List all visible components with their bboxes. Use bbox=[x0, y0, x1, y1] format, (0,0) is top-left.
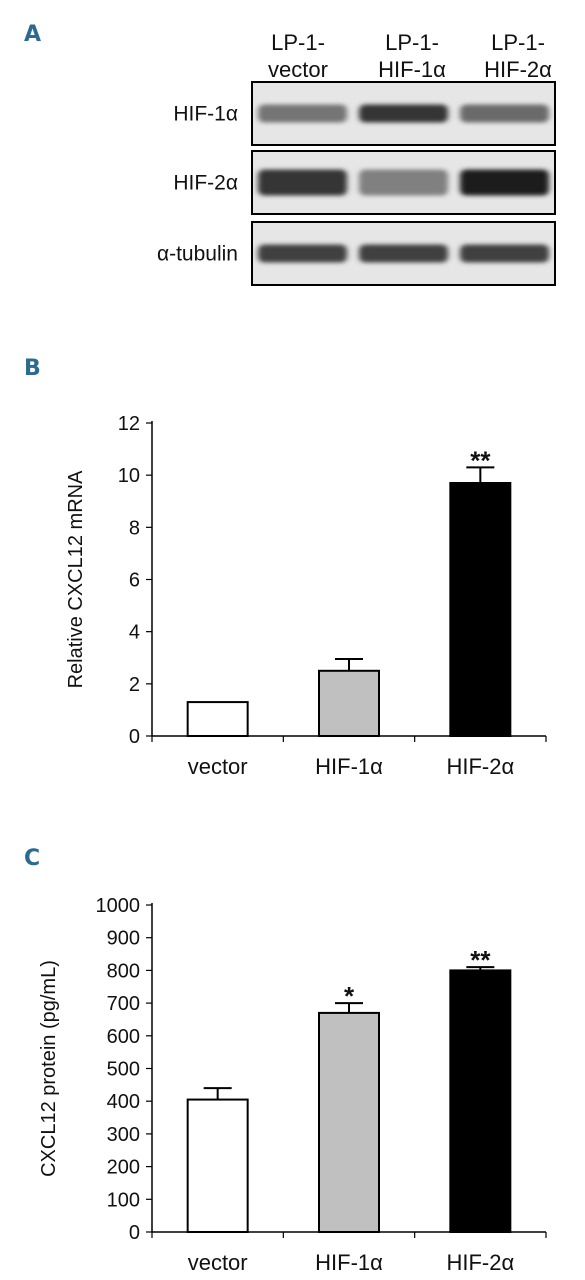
bar-vector bbox=[186, 1098, 249, 1233]
bar-hif-2- bbox=[449, 481, 512, 737]
blot-column-label-line1: LP-1- bbox=[271, 30, 325, 55]
bar-hif-1- bbox=[318, 1011, 380, 1233]
significance-marker: ** bbox=[470, 945, 491, 975]
bar-hif-1- bbox=[318, 669, 380, 737]
y-tick-label: 10 bbox=[118, 465, 140, 487]
x-category-label: HIF-2α bbox=[446, 754, 514, 779]
blot-row-label: HIF-2α bbox=[173, 172, 238, 195]
blot-band bbox=[359, 169, 448, 196]
x-category-label: HIF-1α bbox=[315, 1250, 383, 1275]
y-tick-label: 0 bbox=[129, 1222, 140, 1244]
chart-c-cxcl12-protein: 0 100 200 300 400 500 600 700 800 900 1000 vector * H… bbox=[38, 895, 547, 1275]
blot-column-label-line1: LP-1- bbox=[491, 30, 545, 55]
bar-hif-2- bbox=[449, 969, 512, 1234]
blot-row: HIF-2α bbox=[173, 150, 556, 215]
blot-band bbox=[359, 104, 448, 123]
blot-row-label: α-tubulin bbox=[157, 243, 238, 266]
blot-row-label: HIF-1α bbox=[173, 103, 238, 126]
y-axis-title: Relative CXCL12 mRNA bbox=[65, 470, 87, 689]
blot-row: α-tubulin bbox=[157, 221, 556, 286]
blot-band bbox=[258, 169, 347, 196]
y-tick-label: 8 bbox=[129, 517, 140, 539]
y-tick-label: 900 bbox=[107, 928, 140, 950]
chart-b-relative-cxcl12-mrna: 0 2 4 6 8 10 12 vector HIF-1α ** HIF-2α Relative CX… bbox=[65, 413, 547, 779]
significance-marker: ** bbox=[470, 445, 491, 475]
blot-column-label-line2: vector bbox=[268, 57, 328, 82]
blot-band bbox=[359, 244, 448, 263]
bar-vector bbox=[186, 701, 249, 738]
y-tick-label: 500 bbox=[107, 1059, 140, 1081]
x-category-label: vector bbox=[188, 754, 248, 779]
blot-band bbox=[460, 169, 549, 196]
x-category-label: vector bbox=[188, 1250, 248, 1275]
panel-label-b: B bbox=[24, 356, 41, 381]
y-tick-label: 2 bbox=[129, 674, 140, 696]
y-tick-label: 600 bbox=[107, 1026, 140, 1048]
y-tick-label: 200 bbox=[107, 1157, 140, 1179]
y-tick-label: 4 bbox=[129, 622, 140, 644]
y-tick-label: 100 bbox=[107, 1189, 140, 1211]
panel-label-a: A bbox=[24, 22, 42, 47]
y-tick-label: 800 bbox=[107, 960, 140, 982]
blot-column-label-line2: HIF-2α bbox=[484, 57, 552, 82]
y-tick-label: 0 bbox=[129, 726, 140, 748]
blot-band bbox=[258, 104, 347, 123]
x-category-label: HIF-1α bbox=[315, 754, 383, 779]
y-tick-label: 6 bbox=[129, 570, 140, 592]
y-tick-label: 12 bbox=[118, 413, 140, 435]
y-tick-label: 700 bbox=[107, 993, 140, 1015]
significance-marker: * bbox=[344, 981, 355, 1011]
panel-label-c: C bbox=[24, 846, 41, 871]
blot-column-label-line2: HIF-1α bbox=[378, 57, 446, 82]
blot-band bbox=[258, 244, 347, 263]
blot-column-label-line1: LP-1- bbox=[385, 30, 439, 55]
blot-row: HIF-1α bbox=[173, 81, 556, 146]
y-tick-label: 1000 bbox=[96, 895, 141, 917]
y-axis-title: CXCL12 protein (pg/mL) bbox=[38, 960, 60, 1177]
blot-band bbox=[460, 104, 549, 123]
y-tick-label: 400 bbox=[107, 1091, 140, 1113]
y-tick-label: 300 bbox=[107, 1124, 140, 1146]
blot-band bbox=[460, 244, 549, 263]
x-category-label: HIF-2α bbox=[446, 1250, 514, 1275]
